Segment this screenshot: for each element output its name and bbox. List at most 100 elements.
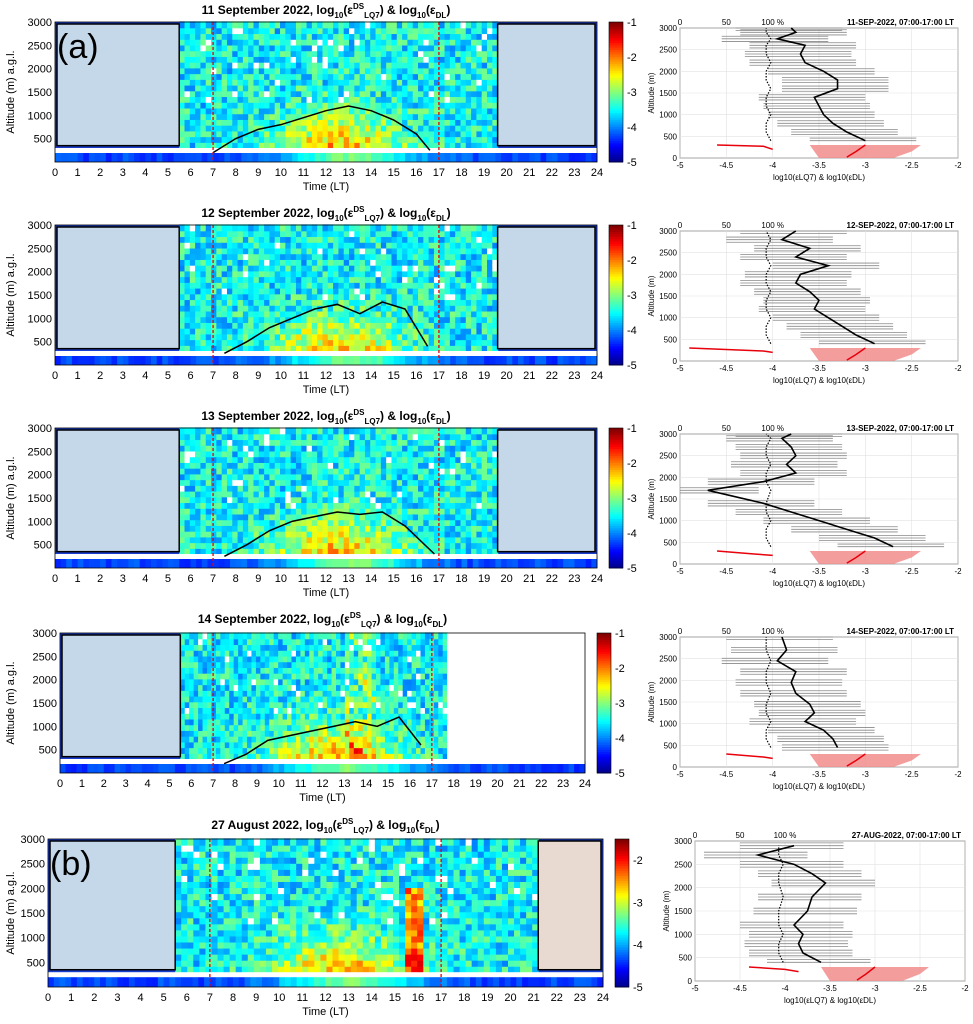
profile-y-axis-label: Altitude (m) [647, 275, 656, 316]
heatmap-cell [376, 224, 382, 231]
x-tick-label: 16 [410, 573, 422, 585]
figure-row: 12 September 2022, log10(εDSLQ7) & log10… [0, 203, 973, 406]
heatmap-cell [460, 224, 466, 231]
profile-x-tick-label: -2.5 [905, 567, 919, 576]
colorbar-tick-label: -5 [627, 563, 637, 575]
x-tick-label: 4 [142, 167, 148, 179]
heatmap-title: 12 September 2022, log10(εDSLQ7) & log10… [201, 205, 450, 223]
profile-x-axis-label: log10(εLQ7) & log10(εDL) [773, 376, 865, 385]
heatmap-cell [227, 224, 233, 231]
heatmap-cell [402, 21, 408, 28]
x-tick-label: 6 [187, 370, 193, 382]
data-gap [55, 554, 597, 559]
colorbar-tick-label: -3 [627, 87, 637, 99]
x-tick-label: 9 [255, 370, 261, 382]
heatmap-cell [243, 427, 249, 434]
x-tick-label: 6 [187, 573, 193, 585]
y-tick-label: 2500 [28, 446, 52, 458]
profile-top-tick-label: 100 % [761, 221, 784, 230]
heatmap-cell [344, 21, 350, 28]
heatmap-cell [423, 21, 429, 28]
heatmap-cell [190, 427, 196, 434]
heatmap-cell [232, 427, 238, 434]
profile-y-tick-label: 2500 [659, 249, 677, 258]
profile-y-tick-label: 0 [673, 357, 678, 366]
y-tick-label: 3000 [28, 423, 52, 435]
x-tick-label: 2 [97, 573, 103, 585]
y-tick-label: 3000 [28, 17, 52, 29]
heatmap-cell [301, 21, 307, 28]
row-svg: 12 September 2022, log10(εDSLQ7) & log10… [0, 203, 973, 406]
x-tick-label: 19 [478, 573, 490, 585]
colorbar-tick-label: -1 [627, 17, 637, 29]
profile-x-tick-label: -3 [862, 567, 870, 576]
y-tick-label: 3000 [28, 220, 52, 232]
y-tick-label: 2500 [28, 40, 52, 52]
heatmap-cell [360, 21, 366, 28]
heatmap-cell [264, 21, 270, 28]
x-tick-label: 2 [97, 370, 103, 382]
heatmap-cell [312, 21, 318, 28]
heatmap-cell [248, 224, 254, 231]
figure-row: 14 September 2022, log10(εDSLQ7) & log10… [0, 609, 973, 815]
profile-x-tick-label: -5 [676, 567, 684, 576]
heatmap-cell [455, 224, 461, 231]
profile-y-tick-label: 1500 [659, 89, 677, 98]
x-tick-label: 12 [320, 370, 332, 382]
heatmap-cell [180, 632, 185, 639]
heatmap-cell [227, 427, 233, 434]
x-tick-label: 4 [142, 573, 148, 585]
row-svg: 11 September 2022, log10(εDSLQ7) & log10… [0, 0, 973, 203]
heatmap-cell [280, 224, 286, 231]
heatmap-cell [397, 21, 403, 28]
heatmap-cell [482, 224, 488, 231]
x-tick-label: 24 [591, 167, 603, 179]
heatmap-cell [445, 427, 451, 434]
night-inset-left [57, 430, 179, 552]
heatmap-cell [439, 427, 445, 434]
colorbar-tick-label: -1 [627, 220, 637, 232]
x-tick-label: 9 [255, 167, 261, 179]
colorbar-tick-label: -5 [627, 360, 637, 372]
x-tick-label: 23 [568, 167, 580, 179]
heatmap-cell [195, 224, 201, 231]
heatmap-cell [264, 427, 270, 434]
heatmap-cell [222, 427, 228, 434]
profile-x-tick-label: -4.5 [719, 364, 733, 373]
heatmap-cell [291, 427, 297, 434]
heatmap-cell [391, 224, 397, 231]
profile-x-tick-label: -5 [676, 364, 684, 373]
profile-x-tick-label: -4 [769, 161, 777, 170]
profile-x-axis-label: log10(εLQ7) & log10(εDL) [773, 173, 865, 182]
heatmap-cell [307, 427, 313, 434]
heatmap-cell [216, 224, 222, 231]
x-tick-label: 22 [546, 167, 558, 179]
x-tick-label: 21 [523, 167, 535, 179]
heatmap-cell [285, 21, 291, 28]
heatmap-cell [301, 427, 307, 434]
heatmap-cell [285, 224, 291, 231]
heatmap-cell [280, 427, 286, 434]
heatmap-cell [238, 427, 244, 434]
heatmap-cell [322, 224, 328, 231]
x-tick-label: 14 [365, 370, 377, 382]
profile-y-tick-label: 1500 [659, 495, 677, 504]
heatmap-cell [429, 21, 435, 28]
profile-x-axis-label: log10(εLQ7) & log10(εDL) [773, 579, 865, 588]
heatmap-cell [418, 427, 424, 434]
heatmap-cell [466, 21, 472, 28]
heatmap-cell [413, 21, 419, 28]
heatmap-cell [275, 224, 281, 231]
heatmap-cell [185, 21, 191, 28]
x-tick-label: 0 [52, 167, 58, 179]
colorbar-tick-label: -1 [627, 423, 637, 435]
x-tick-label: 12 [320, 573, 332, 585]
heatmap-cell [482, 21, 488, 28]
panel-label: (a) [57, 28, 99, 66]
heatmap-cell [354, 224, 360, 231]
heatmap-cell [360, 427, 366, 434]
profile-y-tick-label: 1000 [659, 517, 677, 526]
heatmap-cell [194, 632, 199, 639]
x-axis-label: Time (LT) [303, 384, 349, 396]
heatmap-cell [381, 427, 387, 434]
